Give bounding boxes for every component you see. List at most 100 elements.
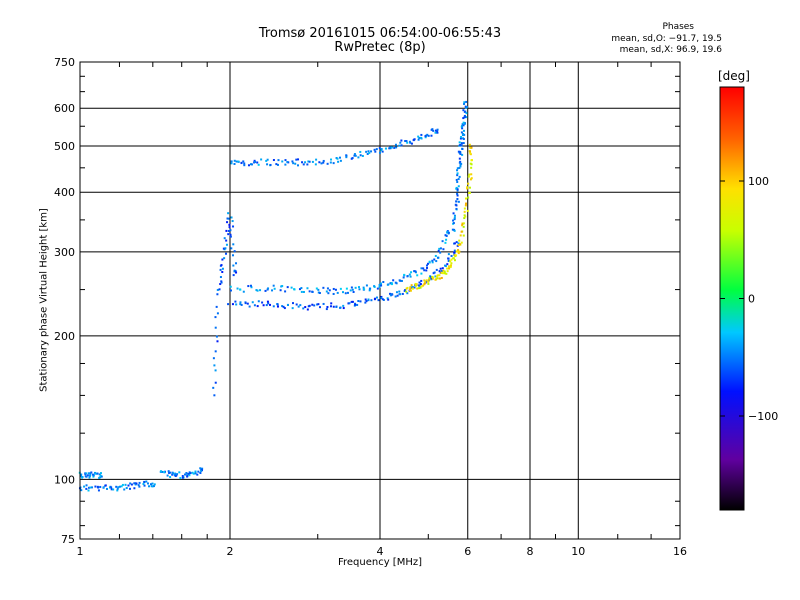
data-point <box>417 287 420 290</box>
data-point <box>419 286 422 289</box>
data-point <box>435 278 438 281</box>
data-point <box>451 228 454 231</box>
x-tick-label: 2 <box>227 545 234 558</box>
data-point <box>456 188 459 191</box>
data-point <box>230 289 233 292</box>
data-point <box>370 150 373 153</box>
data-point <box>456 197 459 200</box>
data-point <box>441 267 444 270</box>
data-point <box>315 287 318 290</box>
data-point <box>374 150 377 153</box>
data-point <box>100 475 103 478</box>
data-point <box>462 222 465 225</box>
data-point <box>227 229 230 232</box>
data-point <box>430 134 433 137</box>
data-point <box>405 290 408 293</box>
data-point <box>469 152 472 155</box>
y-tick-label: 400 <box>54 186 75 199</box>
data-point <box>457 252 460 255</box>
data-point <box>98 473 101 476</box>
data-point <box>458 166 461 169</box>
data-point <box>81 476 84 479</box>
x-tick-label: 4 <box>377 545 384 558</box>
data-point <box>457 200 460 203</box>
data-point <box>380 297 383 300</box>
data-point <box>365 150 368 153</box>
data-point <box>458 161 461 164</box>
data-point <box>218 288 221 291</box>
data-point <box>393 146 396 149</box>
data-point <box>468 191 471 194</box>
data-point <box>394 281 397 284</box>
data-point <box>446 270 449 273</box>
data-point <box>150 483 153 486</box>
data-point <box>161 470 164 473</box>
data-point <box>316 303 319 306</box>
axis-ticks: 1 2 4 6 8 10 16 75 100 200 300 400 500 600 750 <box>54 56 687 558</box>
data-point <box>339 159 342 162</box>
data-point <box>406 141 409 144</box>
data-point <box>227 217 230 220</box>
data-point <box>261 301 264 304</box>
data-point <box>458 175 461 178</box>
data-point <box>455 178 458 181</box>
data-point <box>306 308 309 311</box>
data-point <box>416 287 419 290</box>
data-point <box>345 154 348 157</box>
data-point <box>458 157 461 160</box>
data-point <box>463 217 466 220</box>
data-point <box>444 264 447 267</box>
data-point <box>453 214 456 217</box>
data-point <box>254 161 257 164</box>
data-point <box>151 482 154 485</box>
data-point <box>408 289 411 292</box>
data-point <box>325 290 328 293</box>
data-point <box>266 288 269 291</box>
data-point <box>450 258 453 261</box>
y-axis-label: Stationary phase Virtual Height [km] <box>38 208 50 392</box>
data-point <box>143 484 146 487</box>
colorbar-tick-label: 100 <box>748 175 769 188</box>
data-point <box>415 284 418 287</box>
data-point <box>229 235 232 238</box>
data-point <box>104 484 107 487</box>
data-point <box>389 147 392 150</box>
data-point <box>410 284 413 287</box>
data-point <box>380 149 383 152</box>
data-point <box>350 286 353 289</box>
data-point <box>220 281 223 284</box>
data-point <box>418 136 421 139</box>
x-tick-label: 6 <box>464 545 471 558</box>
data-point <box>230 162 233 165</box>
data-point <box>438 247 441 250</box>
y-tick-label: 200 <box>54 330 75 343</box>
data-point <box>460 241 463 244</box>
data-point <box>215 305 218 308</box>
data-point <box>196 473 199 476</box>
data-point <box>460 125 463 128</box>
data-point <box>444 234 447 237</box>
data-point <box>214 369 217 372</box>
data-point <box>463 210 466 213</box>
data-point <box>297 158 300 161</box>
data-point <box>191 471 194 474</box>
data-point <box>457 150 460 153</box>
y-tick-label: 100 <box>54 473 75 486</box>
data-point <box>453 251 456 254</box>
data-point <box>94 472 97 475</box>
data-point <box>456 167 459 170</box>
data-point <box>460 136 463 139</box>
data-point <box>80 473 83 476</box>
data-point <box>257 163 260 166</box>
data-point <box>304 306 307 309</box>
data-point <box>256 289 259 292</box>
data-point <box>339 287 342 290</box>
data-point <box>219 276 222 279</box>
data-point <box>455 254 458 257</box>
data-point <box>462 138 465 141</box>
data-point <box>230 247 233 250</box>
data-point <box>447 231 450 234</box>
data-point <box>326 306 329 309</box>
data-point <box>266 163 269 166</box>
data-point <box>398 290 401 293</box>
